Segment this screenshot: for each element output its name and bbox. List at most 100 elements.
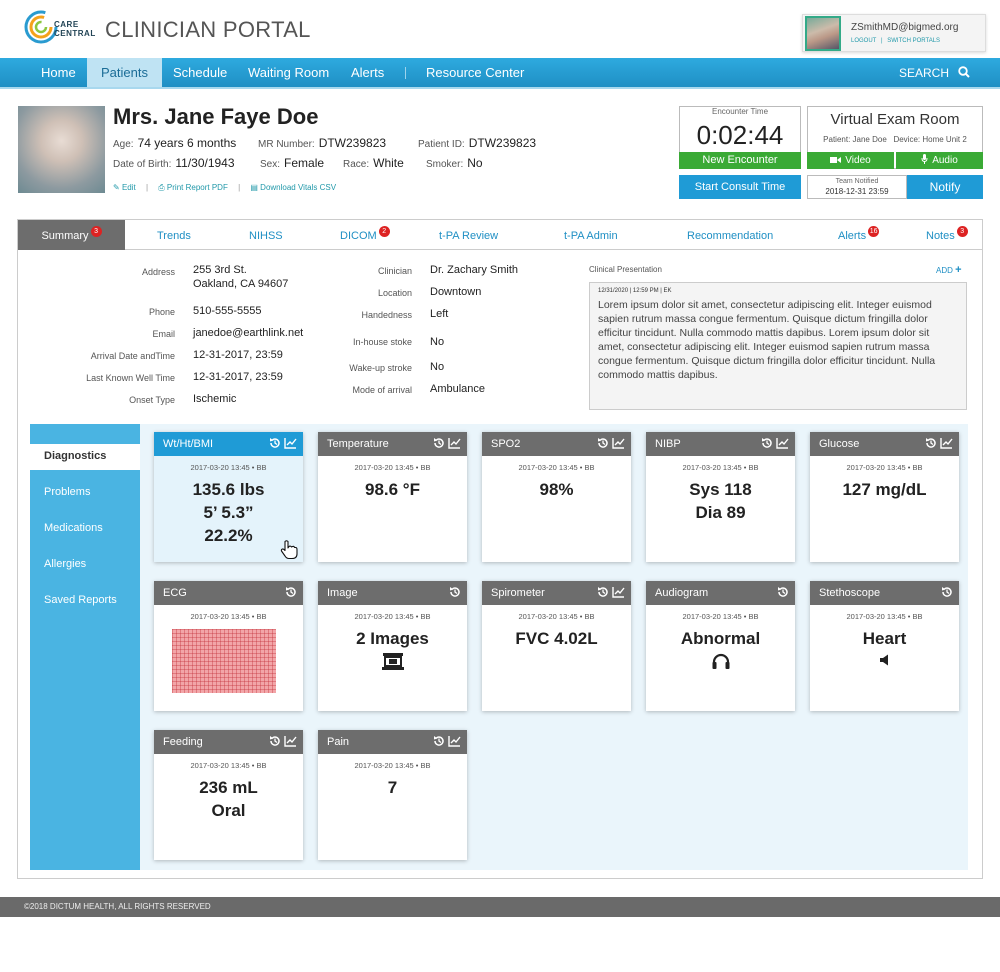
audio-button[interactable]: Audio xyxy=(896,152,983,169)
tile-feeding[interactable]: Feeding 2017-03-20 13:45 • BB 236 mL Oral xyxy=(154,730,303,860)
video-button[interactable]: Video xyxy=(807,152,894,169)
tile-spo2[interactable]: SPO2 2017-03-20 13:45 • BB 98% xyxy=(482,432,631,562)
tab-tpa-admin[interactable]: t-PA Admin xyxy=(564,220,618,250)
mode-of-arrival-value: Ambulance xyxy=(430,383,486,395)
tab-summary[interactable]: Summary 3 xyxy=(18,220,125,250)
nav-resource-center[interactable]: Resource Center xyxy=(426,65,525,80)
history-icon[interactable] xyxy=(433,437,445,449)
history-icon[interactable] xyxy=(777,586,789,598)
speaker-icon[interactable] xyxy=(810,653,959,671)
switch-portals-link[interactable]: SWITCH PORTALS xyxy=(887,38,941,44)
footer-copyright: ©2018 DICTUM HEALTH, ALL RIGHTS RESERVED xyxy=(0,897,1000,917)
sidenav-item-medications[interactable]: Medications xyxy=(44,522,103,534)
logout-link[interactable]: LOGOUT xyxy=(851,38,877,44)
trend-chart-icon[interactable] xyxy=(448,437,461,449)
edit-link[interactable]: ✎ Edit xyxy=(113,183,136,192)
tile-ecg[interactable]: ECG 2017-03-20 13:45 • BB xyxy=(154,581,303,711)
history-icon[interactable] xyxy=(285,586,297,598)
sidenav-item-saved-reports[interactable]: Saved Reports xyxy=(44,594,117,606)
inhouse-stroke-value: No xyxy=(430,336,445,348)
history-icon[interactable] xyxy=(449,586,461,598)
care-central-logo[interactable]: CARE CENTRAL xyxy=(24,10,95,46)
history-icon[interactable] xyxy=(941,586,953,598)
start-consult-button[interactable]: Start Consult Time xyxy=(679,175,801,199)
onset-value: Ischemic xyxy=(193,393,237,405)
link-separator: | xyxy=(238,183,241,192)
ecg-strip-thumbnail[interactable] xyxy=(172,629,276,693)
user-avatar[interactable] xyxy=(805,16,841,51)
trend-chart-icon[interactable] xyxy=(448,735,461,747)
tile-stethoscope[interactable]: Stethoscope 2017-03-20 13:45 • BB Heart xyxy=(810,581,959,711)
new-encounter-button[interactable]: New Encounter xyxy=(679,152,801,169)
tab-tpa-review[interactable]: t-PA Review xyxy=(439,220,498,250)
mr-value: DTW239823 xyxy=(318,136,387,150)
nav-home[interactable]: Home xyxy=(41,65,76,80)
onset-label: Onset Type xyxy=(129,395,175,405)
tab-label: DICOM xyxy=(340,230,377,242)
print-report-link[interactable]: ⎙ Print Report PDF xyxy=(158,183,228,192)
tab-recommendation[interactable]: Recommendation xyxy=(687,220,773,250)
clinical-presentation-title: Clinical Presentation xyxy=(589,265,662,274)
add-note-button[interactable]: ADD + xyxy=(936,264,962,276)
history-icon[interactable] xyxy=(597,437,609,449)
history-icon[interactable] xyxy=(925,437,937,449)
tab-nihss[interactable]: NIHSS xyxy=(249,220,283,250)
tile-header: ECG xyxy=(154,581,303,605)
tile-glucose[interactable]: Glucose 2017-03-20 13:45 • BB 127 mg/dL xyxy=(810,432,959,562)
phone-label: Phone xyxy=(148,307,175,317)
tile-header: Wt/Ht/BMI xyxy=(154,432,303,456)
sidenav-item-diagnostics[interactable]: Diagnostics xyxy=(44,450,107,462)
nav-alerts[interactable]: Alerts xyxy=(351,65,385,80)
tile-temperature[interactable]: Temperature 2017-03-20 13:45 • BB 98.6 °… xyxy=(318,432,467,562)
tile-pain[interactable]: Pain 2017-03-20 13:45 • BB 7 xyxy=(318,730,467,860)
tile-spirometer[interactable]: Spirometer 2017-03-20 13:45 • BB FVC 4.0… xyxy=(482,581,631,711)
tile-value: Sys 118 xyxy=(689,480,752,499)
nav-waiting-room[interactable]: Waiting Room xyxy=(248,65,330,80)
history-icon[interactable] xyxy=(269,437,281,449)
patient-panel: Summary 3 Trends NIHSS DICOM 2 t-PA Review… xyxy=(17,219,983,879)
notify-button[interactable]: Notify xyxy=(907,175,983,199)
trend-chart-icon[interactable] xyxy=(612,437,625,449)
search-label: SEARCH xyxy=(899,66,950,80)
nav-patients[interactable]: Patients xyxy=(87,58,162,87)
trend-chart-icon[interactable] xyxy=(940,437,953,449)
tile-values: 2 Images xyxy=(318,627,467,650)
clinician-label: Clinician xyxy=(377,266,412,276)
clinical-presentation-box[interactable]: 12/31/2020 | 12:59 PM | EK Lorem ipsum d… xyxy=(589,282,967,410)
tile-audiogram[interactable]: Audiogram 2017-03-20 13:45 • BB Abnormal xyxy=(646,581,795,711)
tile-image[interactable]: Image 2017-03-20 13:45 • BB 2 Images xyxy=(318,581,467,711)
tab-dicom[interactable]: DICOM 2 xyxy=(340,220,390,250)
sidenav-item-problems[interactable]: Problems xyxy=(44,486,91,498)
sidenav-item-allergies[interactable]: Allergies xyxy=(44,558,87,570)
tile-values: Abnormal xyxy=(646,627,795,650)
last-known-well-value: 12-31-2017, 23:59 xyxy=(193,371,283,383)
trend-chart-icon[interactable] xyxy=(776,437,789,449)
exam-room-device: Device: Home Unit 2 xyxy=(893,135,967,144)
tile-icons xyxy=(594,586,625,600)
tab-label: t-PA Admin xyxy=(564,230,618,242)
nav-search-button[interactable]: SEARCH xyxy=(899,58,971,87)
history-icon[interactable] xyxy=(269,735,281,747)
tile-nibp[interactable]: NIBP 2017-03-20 13:45 • BB Sys 118 Dia 89 xyxy=(646,432,795,562)
user-links: LOGOUT | SWITCH PORTALS xyxy=(851,38,943,44)
trend-chart-icon[interactable] xyxy=(284,735,297,747)
trend-chart-icon[interactable] xyxy=(612,586,625,598)
tile-wt-ht-bmi[interactable]: Wt/Ht/BMI 2017-03-20 13:45 • BB 135.6 lb… xyxy=(154,432,303,562)
phone-value: 510-555-5555 xyxy=(193,305,262,317)
sidenav-active-bg xyxy=(30,444,140,470)
download-vitals-link[interactable]: ▤ Download Vitals CSV xyxy=(250,183,336,192)
history-icon[interactable] xyxy=(433,735,445,747)
history-icon[interactable] xyxy=(761,437,773,449)
tab-notes[interactable]: Notes 3 xyxy=(926,220,968,250)
patient-photo xyxy=(18,106,105,193)
tile-title: Pain xyxy=(327,736,350,748)
patient-actions: ✎ Edit | ⎙ Print Report PDF | ▤ Download… xyxy=(113,183,336,193)
trend-chart-icon[interactable] xyxy=(284,437,297,449)
exam-room-details: Patient: Jane Doe Device: Home Unit 2 xyxy=(808,135,982,144)
nav-schedule[interactable]: Schedule xyxy=(173,65,228,80)
history-icon[interactable] xyxy=(597,586,609,598)
tab-alerts[interactable]: Alerts 16 xyxy=(838,220,880,250)
tile-icons xyxy=(758,437,789,451)
tab-trends[interactable]: Trends xyxy=(157,220,191,250)
patient-id: Patient ID: DTW239823 xyxy=(418,136,536,150)
